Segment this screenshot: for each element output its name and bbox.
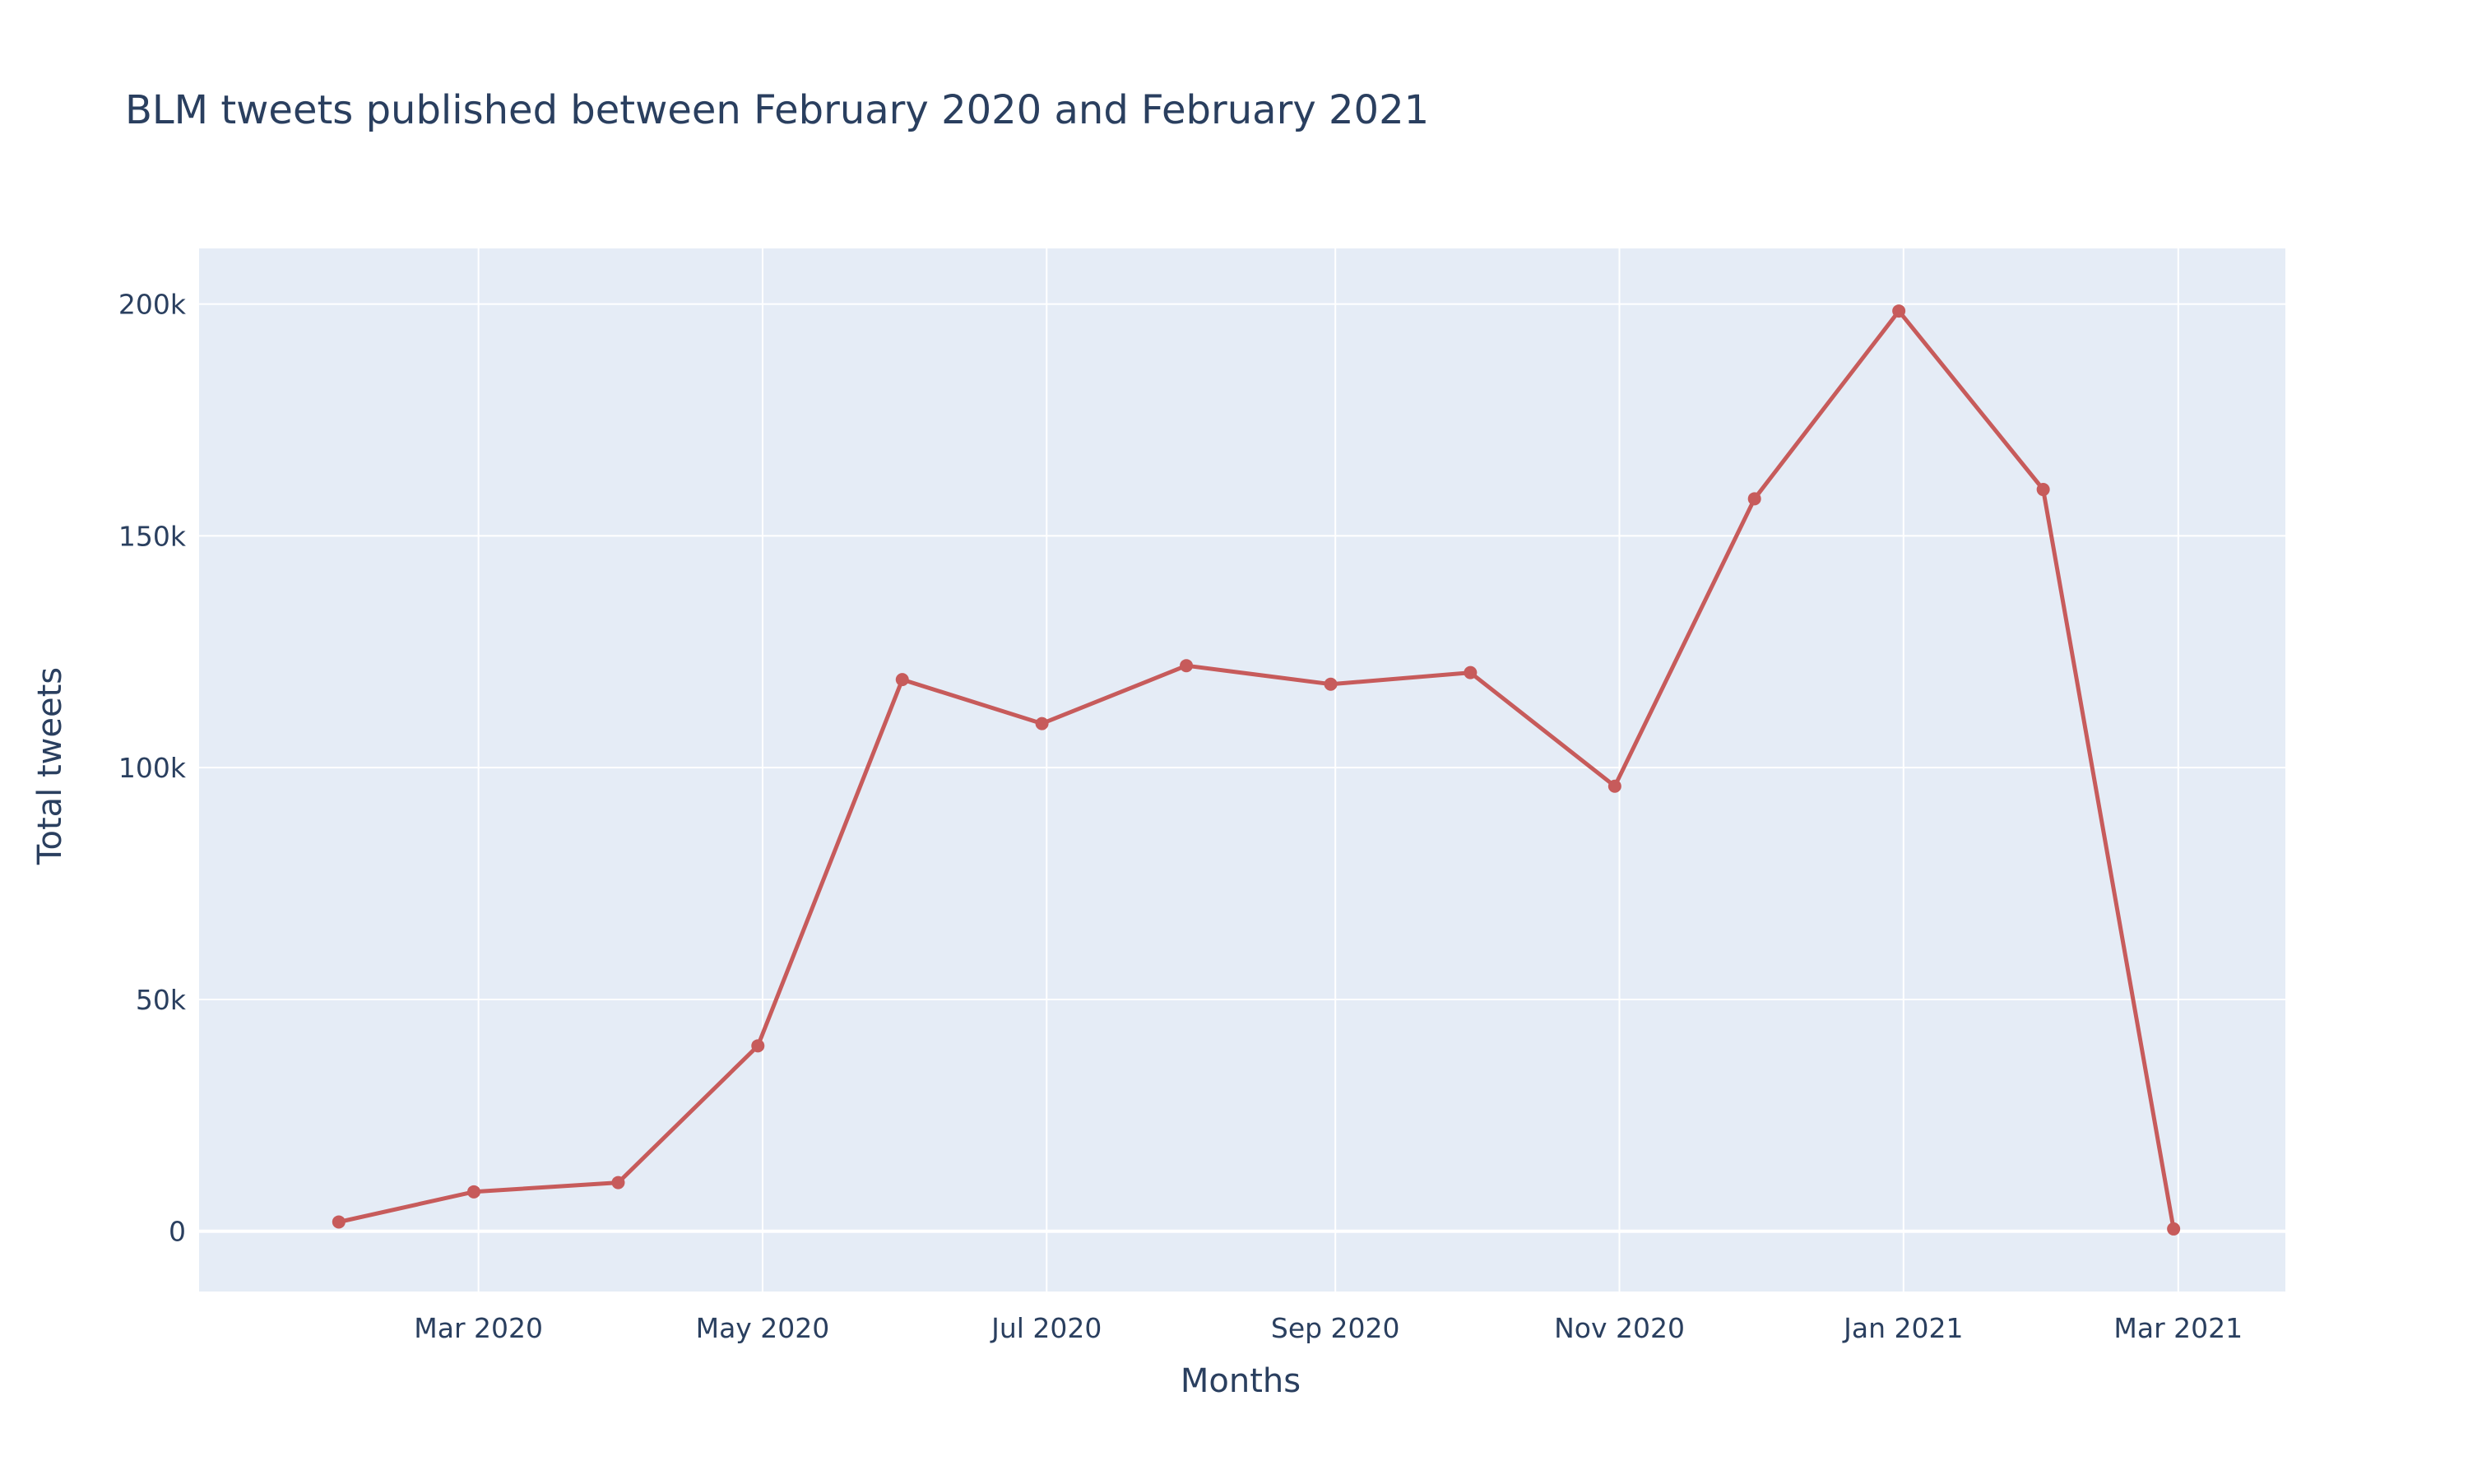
tick-labels: Mar 2020 May 2020 Jul 2020 Sep 2020 Nov 2020… <box>118 289 2243 1344</box>
data-point[interactable] <box>466 1185 480 1199</box>
series-line <box>338 308 2176 1230</box>
data-point[interactable] <box>2036 483 2050 497</box>
data-point[interactable] <box>751 1039 765 1053</box>
chart-title: BLM tweets published between February 20… <box>125 87 1429 133</box>
y-tick-label: 150k <box>118 520 187 552</box>
x-axis-title: Months <box>1181 1362 1301 1400</box>
data-point[interactable] <box>895 673 909 687</box>
y-axis-title: Total tweets <box>31 667 69 865</box>
x-tick-label: Nov 2020 <box>1554 1312 1685 1344</box>
data-point[interactable] <box>1892 304 1906 318</box>
x-tick-label: Jul 2020 <box>990 1312 1102 1344</box>
data-point[interactable] <box>1607 779 1621 793</box>
y-tick-label: 0 <box>169 1216 186 1248</box>
data-point[interactable] <box>332 1215 346 1229</box>
x-tick-label: Mar 2020 <box>414 1312 543 1344</box>
data-point[interactable] <box>1464 665 1478 679</box>
data-point[interactable] <box>1747 492 1761 506</box>
grid-lines <box>199 248 2285 1292</box>
y-tick-label: 100k <box>118 752 187 784</box>
data-point[interactable] <box>1324 677 1338 691</box>
x-tick-label: Jan 2021 <box>1842 1312 1963 1344</box>
series-layer <box>332 304 2181 1236</box>
plot-area <box>199 248 2285 1292</box>
x-tick-label: Mar 2021 <box>2113 1312 2243 1344</box>
data-point[interactable] <box>2167 1222 2181 1236</box>
data-point[interactable] <box>611 1176 625 1190</box>
x-tick-label: Sep 2020 <box>1271 1312 1400 1344</box>
x-tick-label: May 2020 <box>696 1312 830 1344</box>
data-point[interactable] <box>1180 659 1194 673</box>
y-tick-label: 50k <box>136 984 187 1016</box>
data-point[interactable] <box>1035 716 1049 730</box>
y-tick-label: 200k <box>118 289 187 321</box>
